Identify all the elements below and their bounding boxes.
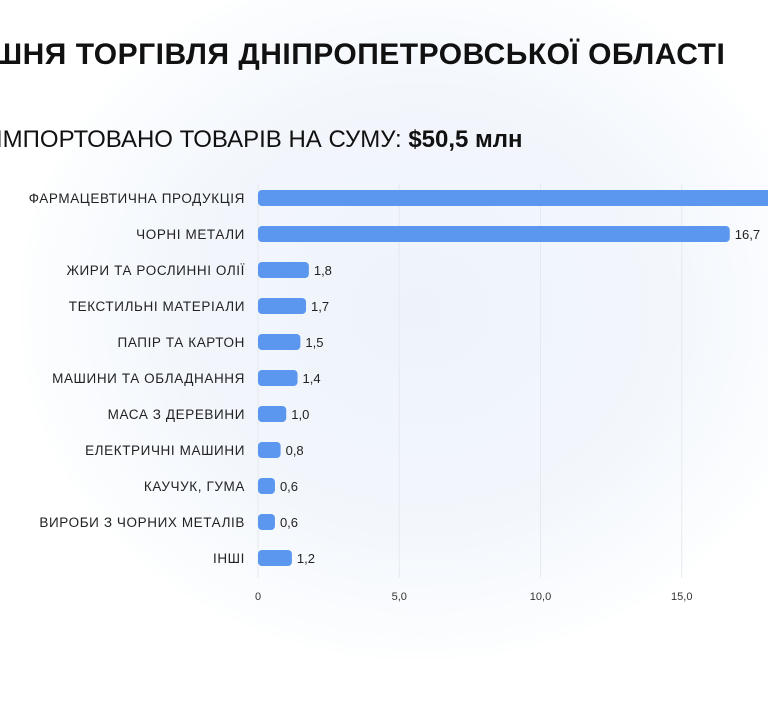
value-label: 1,2 (297, 551, 315, 566)
bar (258, 226, 730, 242)
category-label: ЕЛЕКТРИЧНІ МАШИНИ (85, 443, 245, 458)
page-title: ШНЯ ТОРГІВЛЯ ДНІПРОПЕТРОВСЬКОЇ ОБЛАСТІ (0, 38, 726, 71)
bars (258, 190, 768, 566)
bar (258, 406, 287, 422)
subtitle-prefix: ІМПОРТОВАНО ТОВАРІВ НА СУМУ: (0, 126, 402, 153)
x-tick-label: 0 (255, 591, 261, 603)
value-label: 1,8 (314, 263, 332, 278)
bar (258, 514, 275, 530)
x-tick-label: 15,0 (671, 591, 692, 603)
value-label: 1,0 (291, 407, 309, 422)
category-label: МАСА З ДЕРЕВИНИ (108, 407, 245, 422)
value-label: 0,6 (280, 479, 298, 494)
category-labels: ФАРМАЦЕВТИЧНА ПРОДУКЦІЯ ЧОРНІ МЕТАЛИ ЖИРИ … (29, 191, 245, 566)
bar (258, 262, 309, 278)
category-label: МАШИНИ ТА ОБЛАДНАННЯ (52, 371, 245, 386)
x-tick-label: 5,0 (392, 591, 407, 603)
grid-lines (257, 184, 683, 578)
subtitle: ІМПОРТОВАНО ТОВАРІВ НА СУМУ: $50,5 млн (0, 126, 523, 154)
value-label: 1,4 (303, 371, 321, 386)
bar (258, 550, 292, 566)
background-glow (20, 0, 768, 660)
bar (258, 370, 298, 386)
value-label: 1,5 (305, 335, 323, 350)
category-label: ТЕКСТИЛЬНІ МАТЕРІАЛИ (69, 299, 245, 314)
category-label: ЖИРИ ТА РОСЛИННІ ОЛІЇ (66, 263, 245, 278)
value-label: 0,8 (286, 443, 304, 458)
x-axis-ticks: 0 5,0 10,0 15,0 (255, 591, 693, 603)
bar (258, 478, 275, 494)
category-label: ІНШІ (213, 551, 245, 566)
value-label: 1,7 (311, 299, 329, 314)
value-label: 0,6 (280, 515, 298, 530)
x-tick-label: 10,0 (530, 591, 551, 603)
category-label: ФАРМАЦЕВТИЧНА ПРОДУКЦІЯ (29, 191, 245, 206)
value-label: 16,7 (735, 227, 760, 242)
bar (258, 334, 301, 350)
category-label: ПАПІР ТА КАРТОН (118, 335, 245, 350)
value-labels: 16,7 1,8 1,7 1,5 1,4 1,0 0,8 0,6 0,6 1,2 (280, 227, 760, 566)
category-label: ВИРОБИ З ЧОРНИХ МЕТАЛІВ (39, 515, 245, 530)
subtitle-sum: $50,5 млн (408, 126, 523, 153)
bar (258, 298, 307, 314)
category-label: ЧОРНІ МЕТАЛИ (136, 227, 245, 242)
bar (258, 190, 768, 206)
bar (258, 442, 281, 458)
category-label: КАУЧУК, ГУМА (144, 479, 245, 494)
